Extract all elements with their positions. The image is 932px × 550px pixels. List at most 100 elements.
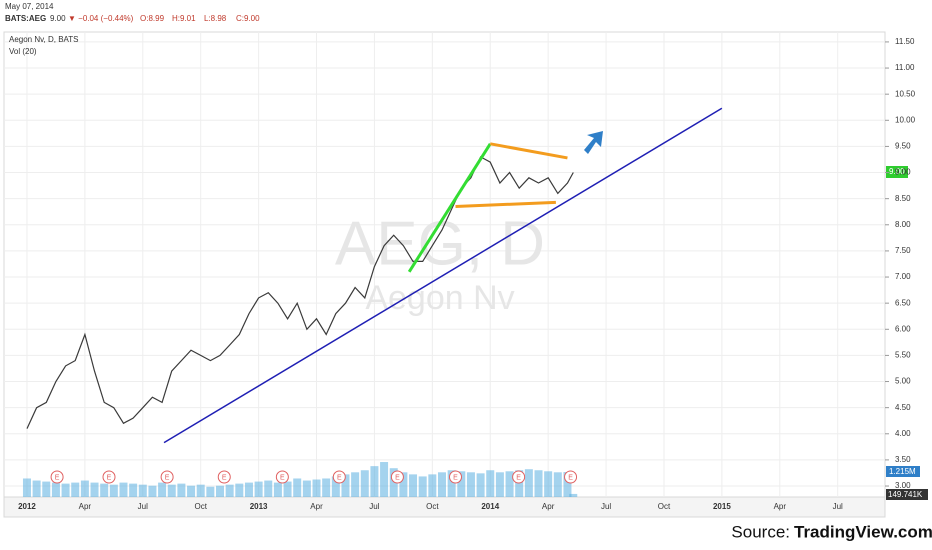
watermark-sub: Aegon Nv (365, 279, 514, 317)
volume-bar (293, 478, 302, 497)
y-tick-label: 3.50 (895, 455, 911, 464)
volume-bar (119, 482, 128, 497)
x-tick-label: Apr (774, 502, 787, 511)
y-tick-label: 10.50 (895, 89, 916, 98)
volume-bar (341, 474, 350, 497)
y-tick-label: 9.00 (895, 168, 911, 177)
y-tick-label: 4.00 (895, 429, 911, 438)
volume-bar (428, 474, 437, 497)
y-tick-label: 4.50 (895, 403, 911, 412)
volume-bar (32, 480, 41, 497)
volume-bar (244, 482, 253, 497)
volume-bar (534, 470, 543, 497)
earnings-marker (332, 470, 346, 484)
volume-bar (51, 482, 60, 497)
earnings-marker (390, 470, 404, 484)
volume-bar (563, 472, 572, 497)
volume-bar (331, 476, 340, 497)
y-tick-label: 10.00 (895, 115, 916, 124)
volume-bar (457, 471, 466, 497)
volume-bar (138, 484, 147, 497)
chart-background (0, 0, 932, 518)
volume-bar (216, 485, 225, 497)
volume-bar (206, 486, 215, 497)
volume-bar (42, 481, 51, 497)
trend-line (163, 107, 723, 444)
price-line (26, 156, 574, 429)
volume-bar (302, 480, 311, 497)
volume-bar (187, 485, 196, 497)
volume-bar (569, 493, 578, 497)
volume-bar (100, 483, 109, 497)
y-tick-label: 8.50 (895, 194, 911, 203)
arrow-up (584, 131, 603, 154)
volume-tag: 149.741K (888, 490, 923, 499)
volume-bar (158, 482, 167, 497)
volume-title: Vol (20) (9, 47, 37, 56)
x-tick-label: Jul (369, 502, 379, 511)
earnings-label: E (107, 474, 112, 481)
y-tick-label: 3.00 (895, 481, 911, 490)
earnings-marker (217, 470, 231, 484)
header-last: 9.00 (50, 14, 66, 23)
volume-bar (312, 479, 321, 497)
volume-bar (283, 481, 292, 497)
volume-bar (351, 472, 360, 497)
x-tick-label: Oct (658, 502, 671, 511)
header-quote: L:8.98 (204, 14, 227, 23)
volume-bar (90, 482, 99, 497)
x-tick-label: 2013 (250, 502, 268, 511)
source-label: Source: (731, 522, 790, 541)
volume-bar (370, 466, 379, 497)
volume-tag-box (886, 466, 920, 477)
source: TradingView.com (794, 522, 932, 541)
volume-bar (515, 470, 524, 497)
x-tick-label: Apr (542, 502, 555, 511)
watermark: AEG, D (335, 209, 545, 278)
header-date: May 07, 2014 (5, 2, 54, 11)
x-tick-label: 2015 (713, 502, 731, 511)
x-tick-label: Apr (79, 502, 92, 511)
x-tick-label: 2012 (18, 502, 36, 511)
earnings-label: E (516, 474, 521, 481)
earnings-marker (564, 470, 578, 484)
volume-bar (418, 476, 427, 497)
earnings-label: E (165, 474, 170, 481)
earnings-marker (512, 470, 526, 484)
volume-bar (273, 482, 282, 497)
volume-bar (322, 478, 331, 497)
y-tick-label: 11.00 (895, 63, 915, 72)
earnings-marker (102, 470, 116, 484)
earnings-label: E (280, 474, 285, 481)
volume-bar (486, 470, 495, 497)
earnings-label: E (337, 474, 342, 481)
y-tick-label: 11.50 (895, 37, 915, 46)
x-tick-label: Oct (426, 502, 439, 511)
volume-tag: 1.215M (889, 467, 916, 476)
earnings-label: E (568, 474, 573, 481)
x-tick-label: Oct (194, 502, 207, 511)
earnings-marker (50, 470, 64, 484)
volume-bar (109, 484, 118, 497)
volume-bar (71, 482, 80, 497)
x-tick-label: Jul (601, 502, 611, 511)
header-quote: H:9.01 (172, 14, 196, 23)
volume-bar (437, 472, 446, 497)
price-tag-box (886, 166, 908, 178)
volume-bar (466, 472, 475, 497)
legend-title: Aegon Nv, D, BATS (9, 35, 79, 44)
volume-bar (447, 470, 456, 497)
earnings-marker (449, 470, 463, 484)
volume-bar (495, 472, 504, 497)
volume-bar (360, 470, 369, 497)
y-tick-label: 5.00 (895, 377, 911, 386)
volume-bar (524, 469, 533, 497)
volume-bar (61, 483, 70, 497)
volume-bar (235, 483, 244, 497)
earnings-marker (160, 470, 174, 484)
volume-tag-box (886, 489, 928, 500)
volume-bar (254, 481, 263, 497)
earnings-label: E (453, 474, 458, 481)
volume-bar (129, 483, 138, 497)
